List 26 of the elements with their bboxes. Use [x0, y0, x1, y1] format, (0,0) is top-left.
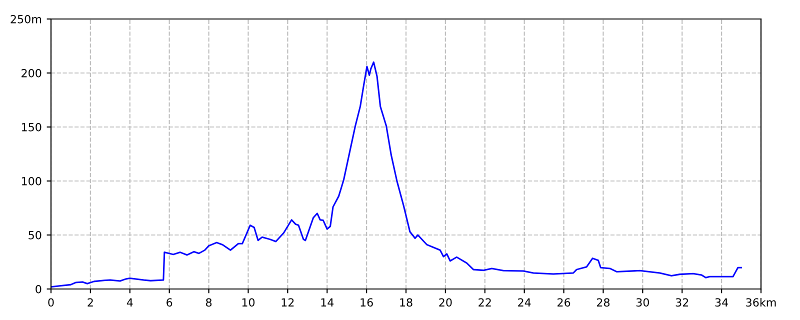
x-tick-label: 12: [282, 298, 294, 306]
x-tick-label: 26: [558, 298, 570, 307]
x-tick-label: 20: [439, 298, 452, 307]
x-tick-label: 22: [478, 298, 491, 306]
x-tick-label: 10: [242, 298, 255, 307]
y-tick-label: 0: [36, 284, 42, 294]
x-tick-label: 4: [126, 298, 133, 306]
x-tick-label: 34: [715, 298, 728, 307]
line-series: [51, 61, 742, 288]
y-tick-label: 150: [22, 122, 42, 132]
y-tick-label: 200: [22, 68, 42, 78]
x-tick-label: 14: [321, 298, 334, 306]
x-tick-label: 0: [48, 298, 54, 307]
x-tick-label: 2: [88, 298, 93, 306]
y-tick-label: 250m: [10, 14, 42, 24]
x-tick-label: 16: [360, 298, 373, 307]
y-tick-label: 50: [28, 230, 42, 240]
x-tick-label: 8: [206, 298, 212, 307]
x-tick-label: 6: [166, 298, 172, 307]
y-tick-label: 100: [22, 176, 42, 186]
x-tick-label: 30: [636, 298, 649, 307]
x-tick-label: 28: [596, 298, 610, 307]
x-tick-label: 36km: [746, 298, 776, 307]
x-tick-label: 32: [676, 298, 688, 307]
x-tick-label: 18: [400, 298, 412, 307]
x-tick-label: 24: [518, 298, 531, 306]
